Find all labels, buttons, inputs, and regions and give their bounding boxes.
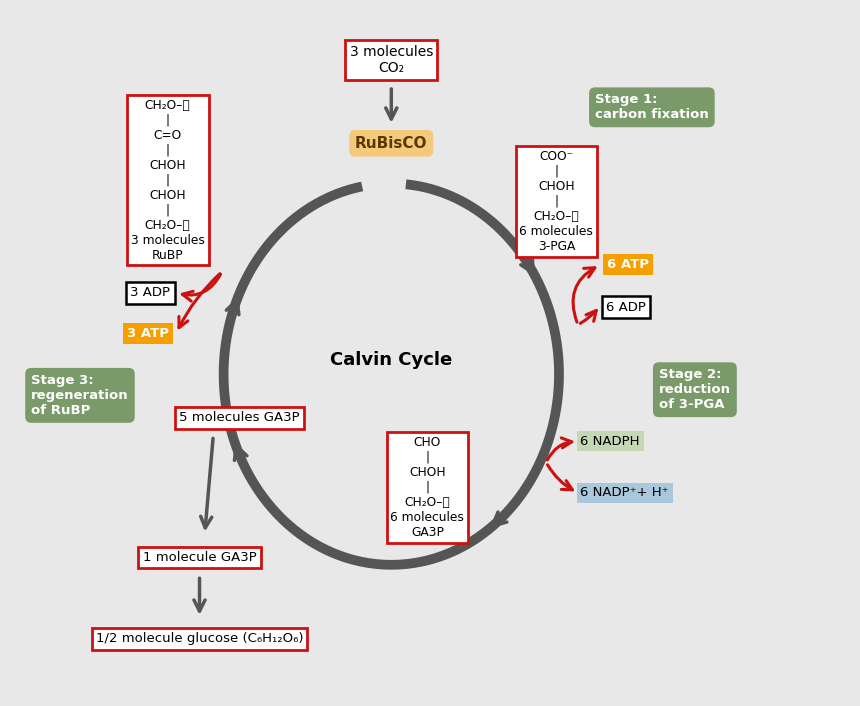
- Text: 3 molecules
CO₂: 3 molecules CO₂: [350, 45, 433, 75]
- Text: CHO
|
CHOH
|
CH₂O–Ⓟ
6 molecules
GA3P: CHO | CHOH | CH₂O–Ⓟ 6 molecules GA3P: [390, 436, 464, 539]
- Text: 1/2 molecule glucose (C₆H₁₂O₆): 1/2 molecule glucose (C₆H₁₂O₆): [95, 633, 304, 645]
- Text: 6 NADP⁺+ H⁺: 6 NADP⁺+ H⁺: [580, 486, 669, 499]
- Text: CH₂O–Ⓟ
|
C=O
|
CHOH
|
CHOH
|
CH₂O–Ⓟ
3 molecules
RuBP: CH₂O–Ⓟ | C=O | CHOH | CHOH | CH₂O–Ⓟ 3 mo…: [131, 99, 205, 261]
- Text: Calvin Cycle: Calvin Cycle: [330, 351, 452, 369]
- Text: 5 molecules GA3P: 5 molecules GA3P: [179, 412, 299, 424]
- Text: Stage 2:
reduction
of 3-PGA: Stage 2: reduction of 3-PGA: [659, 369, 731, 411]
- Text: 3 ATP: 3 ATP: [127, 327, 169, 340]
- Text: RuBisCO: RuBisCO: [355, 136, 427, 151]
- Text: 6 ATP: 6 ATP: [607, 258, 648, 271]
- Text: 1 molecule GA3P: 1 molecule GA3P: [143, 551, 256, 564]
- Text: Stage 3:
regeneration
of RuBP: Stage 3: regeneration of RuBP: [31, 374, 129, 417]
- Text: Stage 1:
carbon fixation: Stage 1: carbon fixation: [595, 93, 709, 121]
- Text: COO⁻
|
CHOH
|
CH₂O–Ⓟ
6 molecules
3-PGA: COO⁻ | CHOH | CH₂O–Ⓟ 6 molecules 3-PGA: [519, 150, 593, 253]
- Text: 6 NADPH: 6 NADPH: [580, 435, 640, 448]
- Text: 3 ADP: 3 ADP: [131, 287, 170, 299]
- Text: 6 ADP: 6 ADP: [606, 301, 646, 313]
